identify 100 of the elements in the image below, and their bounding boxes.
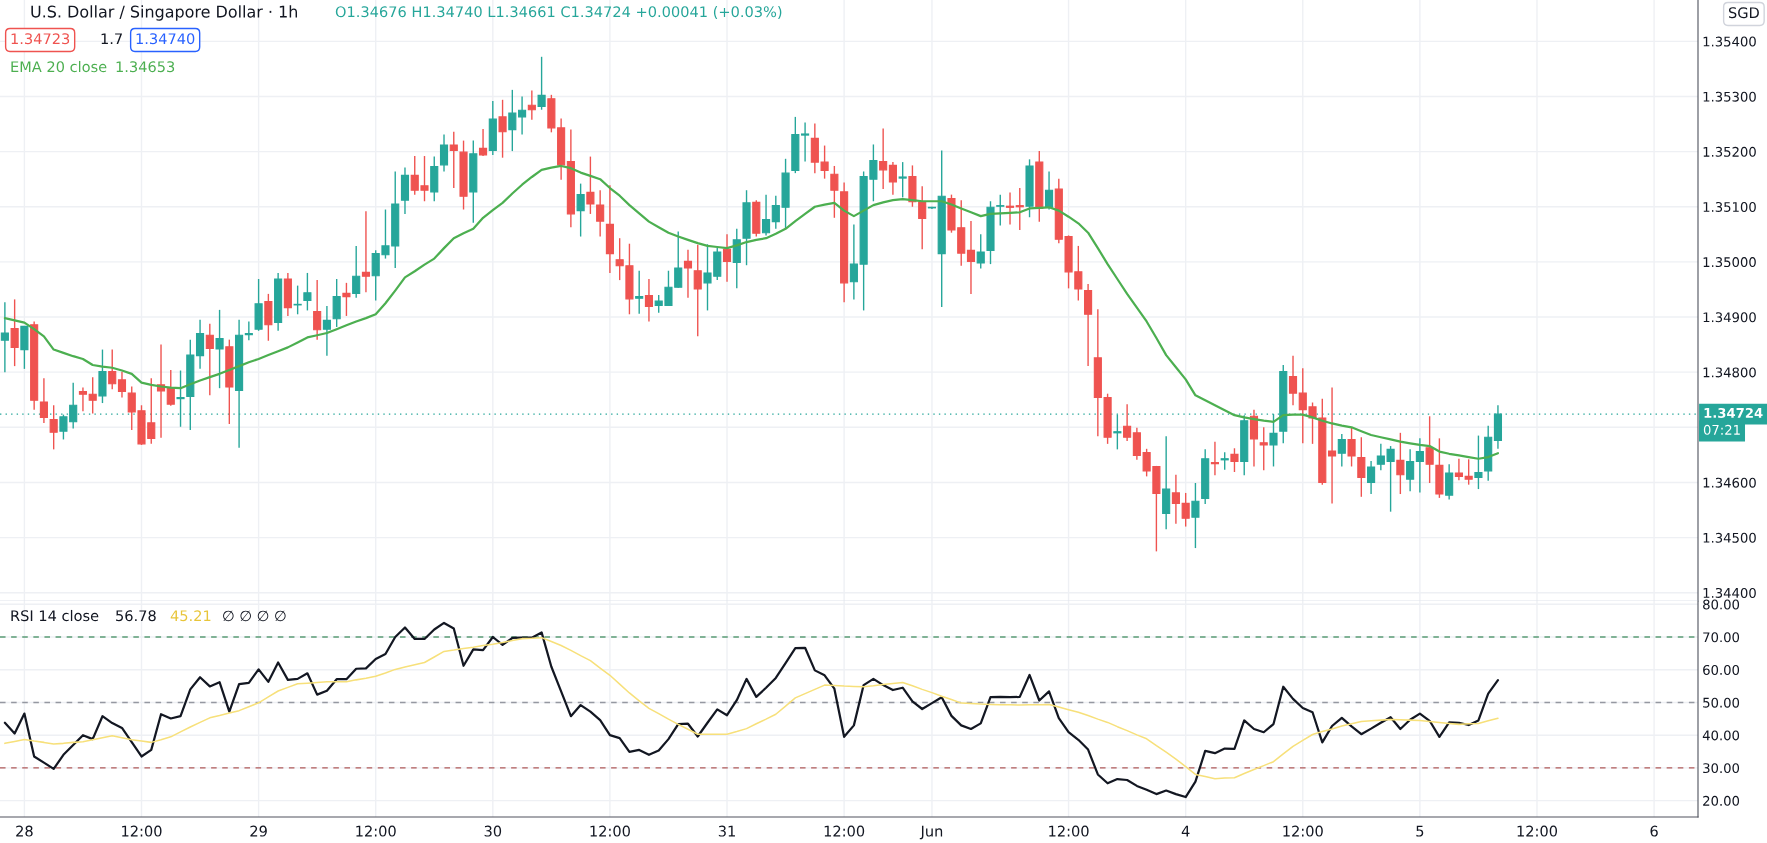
annotation: 56.78 bbox=[116, 610, 156, 622]
y-tick-label: 30.00 bbox=[1703, 763, 1740, 774]
x-tick-label: 12:00 bbox=[356, 825, 396, 837]
candlestick bbox=[1474, 434, 1483, 490]
candlestick bbox=[1191, 482, 1200, 549]
candlestick bbox=[732, 228, 741, 290]
candlestick bbox=[996, 193, 1005, 227]
candlestick bbox=[166, 369, 175, 407]
y-tick-label: 20.00 bbox=[1703, 795, 1740, 806]
candlestick bbox=[722, 233, 732, 283]
y-tick-label: 1.35000 bbox=[1703, 257, 1756, 268]
line-series bbox=[3, 621, 1500, 799]
candlestick bbox=[1425, 415, 1434, 484]
candlestick bbox=[313, 279, 322, 341]
x-tick-label: 4 bbox=[1181, 825, 1190, 837]
candlestick bbox=[1084, 283, 1093, 367]
chart-title: U.S. Dollar / Singapore Dollar · 1h bbox=[31, 5, 298, 21]
text: 07:21 bbox=[1703, 424, 1740, 435]
candlestick bbox=[898, 161, 907, 199]
candlestick bbox=[1249, 408, 1259, 468]
candlestick bbox=[117, 370, 127, 399]
candlestick bbox=[1005, 191, 1015, 226]
candlestick bbox=[576, 182, 585, 238]
chart-subtitle: O1.34676 H1.34740 L1.34661 C1.34724 +0.00041 (+0.03%) bbox=[335, 5, 782, 19]
candlestick bbox=[108, 348, 117, 390]
candlestick bbox=[49, 404, 58, 451]
candlestick bbox=[322, 305, 331, 357]
candlestick bbox=[1357, 436, 1366, 498]
y-tick-label: 1.34900 bbox=[1703, 312, 1756, 323]
candlestick bbox=[635, 270, 644, 315]
candlestick bbox=[1445, 463, 1454, 501]
candlestick bbox=[1230, 447, 1239, 473]
y-tick-label: 70.00 bbox=[1703, 632, 1740, 643]
candlestick bbox=[888, 161, 897, 196]
candlestick bbox=[215, 309, 224, 389]
y-tick-label: 1.34400 bbox=[1703, 587, 1756, 598]
x-tick-label: 28 bbox=[16, 825, 33, 837]
x-tick-label: 12:00 bbox=[122, 825, 162, 837]
x-tick-label: Jun bbox=[919, 825, 943, 840]
x-tick-label: 12:00 bbox=[824, 825, 865, 837]
candlestick bbox=[801, 121, 810, 163]
candlestick bbox=[508, 89, 517, 152]
candlestick bbox=[39, 377, 48, 424]
x-tick-label: 6 bbox=[1650, 825, 1658, 837]
text: EMA 20 close bbox=[11, 60, 107, 73]
annotation: ∅ ∅ ∅ ∅ bbox=[223, 610, 286, 622]
candlestick bbox=[498, 99, 507, 159]
y-tick-label: 1.35200 bbox=[1703, 146, 1756, 157]
candlestick bbox=[244, 320, 253, 341]
y-tick-label: 1.34500 bbox=[1703, 532, 1756, 543]
annotation: 1.34723 bbox=[11, 33, 70, 45]
x-tick-label: 5 bbox=[1416, 825, 1424, 837]
x-tick-label: 12:00 bbox=[1283, 825, 1323, 837]
candlestick bbox=[976, 233, 985, 270]
y-tick-label: 40.00 bbox=[1702, 730, 1740, 741]
candlestick bbox=[966, 220, 976, 295]
y-tick-label: 1.34600 bbox=[1703, 477, 1756, 488]
candlestick bbox=[693, 244, 702, 338]
annotation: 1.34740 bbox=[136, 33, 195, 45]
candlestick bbox=[1015, 187, 1024, 231]
candlestick bbox=[361, 210, 371, 293]
candlestick bbox=[1406, 448, 1415, 492]
candlestick bbox=[352, 245, 361, 299]
candlestick bbox=[1337, 433, 1346, 468]
y-tick-label: 1.34800 bbox=[1703, 367, 1756, 378]
x-tick-label: 12:00 bbox=[1517, 825, 1558, 837]
text: SGD bbox=[1728, 7, 1759, 19]
candlestick bbox=[10, 298, 19, 367]
x-tick-label: 12:00 bbox=[1049, 825, 1089, 837]
candlestick bbox=[449, 131, 458, 189]
candlestick bbox=[439, 133, 449, 173]
candlestick bbox=[1347, 426, 1356, 468]
candlestick bbox=[1454, 458, 1463, 481]
candlestick bbox=[88, 376, 97, 415]
candlestick bbox=[195, 319, 205, 370]
candlestick bbox=[1327, 386, 1337, 505]
annotation: 45.21 bbox=[170, 610, 211, 622]
candlestick bbox=[20, 325, 29, 370]
y-tick-label: 1.35400 bbox=[1703, 36, 1756, 47]
annotation: 1.34653 bbox=[116, 61, 175, 73]
candlestick bbox=[1181, 492, 1190, 528]
candlestick bbox=[537, 56, 546, 111]
candlestick bbox=[1259, 426, 1268, 472]
candlestick bbox=[205, 322, 214, 397]
x-tick-label: 29 bbox=[250, 825, 267, 837]
candlestick bbox=[478, 128, 488, 157]
candlestick bbox=[761, 193, 771, 237]
candlestick bbox=[78, 386, 88, 413]
candlestick bbox=[1288, 354, 1298, 406]
candlestick bbox=[879, 127, 888, 190]
y-tick-label: 80.00 bbox=[1703, 599, 1740, 610]
candlestick bbox=[1210, 440, 1220, 476]
candlestick bbox=[0, 301, 9, 373]
candlestick bbox=[1415, 437, 1424, 494]
candlestick bbox=[303, 272, 312, 312]
candlestick bbox=[1171, 474, 1180, 525]
candlestick bbox=[644, 278, 654, 323]
candlestick bbox=[683, 249, 693, 299]
ref-line-label: 1.34724 bbox=[1704, 407, 1763, 418]
x-tick-label: 30 bbox=[484, 825, 502, 837]
